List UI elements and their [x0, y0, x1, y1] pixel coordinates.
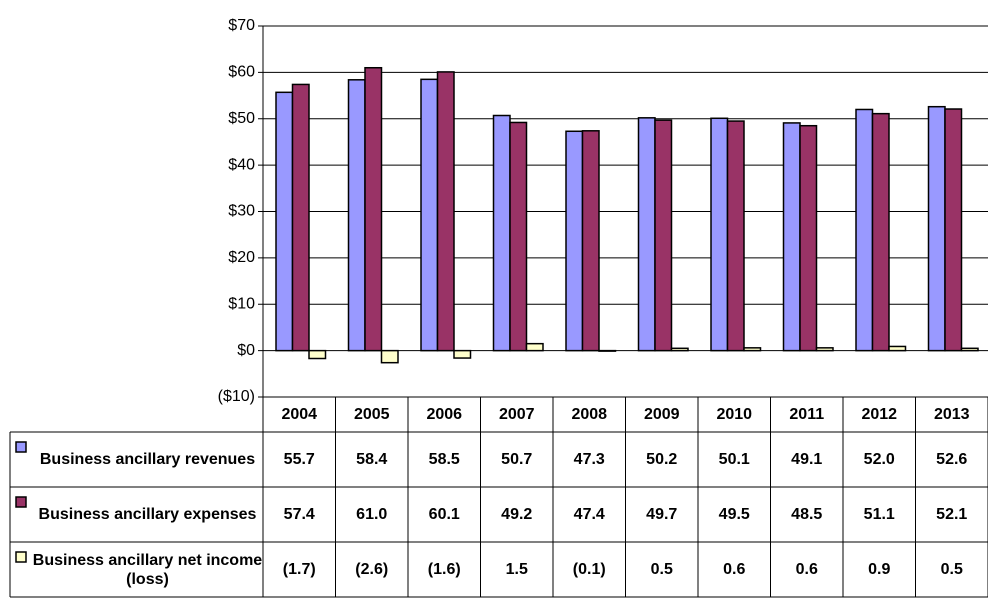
x-tick-label: 2004 — [281, 406, 317, 423]
data-label: 50.1 — [719, 451, 750, 468]
x-tick-label: 2012 — [861, 406, 897, 423]
bar — [743, 347, 762, 352]
data-label: 52.0 — [864, 451, 895, 468]
legend-swatch — [15, 551, 27, 563]
data-label: 52.6 — [936, 451, 967, 468]
bar — [565, 130, 584, 352]
bar — [654, 119, 673, 352]
bar — [598, 349, 617, 352]
data-label: 49.2 — [501, 506, 532, 523]
bar — [291, 83, 310, 352]
y-tick-label: $70 — [228, 17, 255, 34]
data-label: 0.5 — [651, 561, 673, 578]
x-tick-label: 2011 — [789, 406, 824, 423]
bar — [436, 71, 455, 352]
bar — [871, 112, 890, 352]
bar — [855, 108, 874, 352]
legend-label: Business ancillary net income (loss) — [32, 551, 263, 588]
bar — [637, 117, 656, 352]
x-tick-label: 2009 — [644, 406, 680, 423]
bar — [799, 124, 818, 352]
bar — [782, 122, 801, 352]
bar — [815, 347, 834, 352]
data-label: 50.7 — [501, 451, 532, 468]
data-label: 57.4 — [284, 506, 315, 523]
bar — [670, 347, 689, 352]
data-label: 48.5 — [791, 506, 822, 523]
data-label: 49.5 — [719, 506, 750, 523]
data-label: (1.7) — [283, 561, 316, 578]
bar — [927, 105, 946, 352]
bar — [960, 347, 979, 352]
data-label: 58.5 — [429, 451, 460, 468]
legend-label: Business ancillary revenues — [39, 451, 256, 468]
data-label: 61.0 — [356, 506, 387, 523]
data-label: 49.1 — [791, 451, 822, 468]
data-label: 0.5 — [941, 561, 963, 578]
legend-swatch — [15, 496, 27, 508]
data-label: 1.5 — [506, 561, 528, 578]
data-label: 58.4 — [356, 451, 387, 468]
data-label: 49.7 — [646, 506, 677, 523]
legend-label-box: Business ancillary revenues — [39, 451, 256, 468]
bar — [275, 91, 294, 352]
x-tick-label: 2006 — [426, 406, 462, 423]
data-label: (2.6) — [355, 561, 388, 578]
data-label: 60.1 — [429, 506, 460, 523]
bar — [492, 114, 511, 352]
legend-swatch — [15, 441, 27, 453]
x-tick-label: 2007 — [499, 406, 535, 423]
x-tick-label: 2013 — [934, 406, 970, 423]
data-label: 51.1 — [864, 506, 895, 523]
bar — [347, 79, 366, 352]
data-label: 55.7 — [284, 451, 315, 468]
bar — [380, 349, 399, 364]
bar — [726, 120, 745, 352]
y-tick-label: ($10) — [218, 388, 255, 405]
y-tick-label: $20 — [228, 249, 255, 266]
data-label: 0.9 — [868, 561, 890, 578]
x-tick-label: 2005 — [354, 406, 390, 423]
data-label: 0.6 — [796, 561, 818, 578]
y-tick-label: $60 — [228, 64, 255, 81]
bar — [888, 345, 907, 352]
y-tick-label: $10 — [228, 295, 255, 312]
bar — [509, 121, 528, 352]
bar — [944, 108, 963, 352]
data-label: (0.1) — [573, 561, 606, 578]
legend-label-box: Business ancillary net income (loss) — [32, 551, 263, 588]
y-tick-label: $40 — [228, 156, 255, 173]
bar — [525, 342, 544, 352]
y-tick-label: $0 — [237, 342, 255, 359]
data-label: 0.6 — [723, 561, 745, 578]
bar — [710, 117, 729, 352]
bar — [453, 349, 472, 359]
data-label: 47.4 — [574, 506, 605, 523]
bar — [364, 66, 383, 352]
y-tick-label: $50 — [228, 110, 255, 127]
data-label: (1.6) — [428, 561, 461, 578]
legend-label-box: Business ancillary expenses — [38, 506, 257, 523]
y-tick-label: $30 — [228, 203, 255, 220]
data-label: 50.2 — [646, 451, 677, 468]
x-tick-label: 2008 — [571, 406, 607, 423]
legend-label: Business ancillary expenses — [38, 506, 257, 523]
bar — [308, 349, 327, 360]
data-label: 52.1 — [936, 506, 967, 523]
data-label: 47.3 — [574, 451, 605, 468]
x-tick-label: 2010 — [716, 406, 752, 423]
bar — [581, 130, 600, 352]
bar — [420, 78, 439, 352]
